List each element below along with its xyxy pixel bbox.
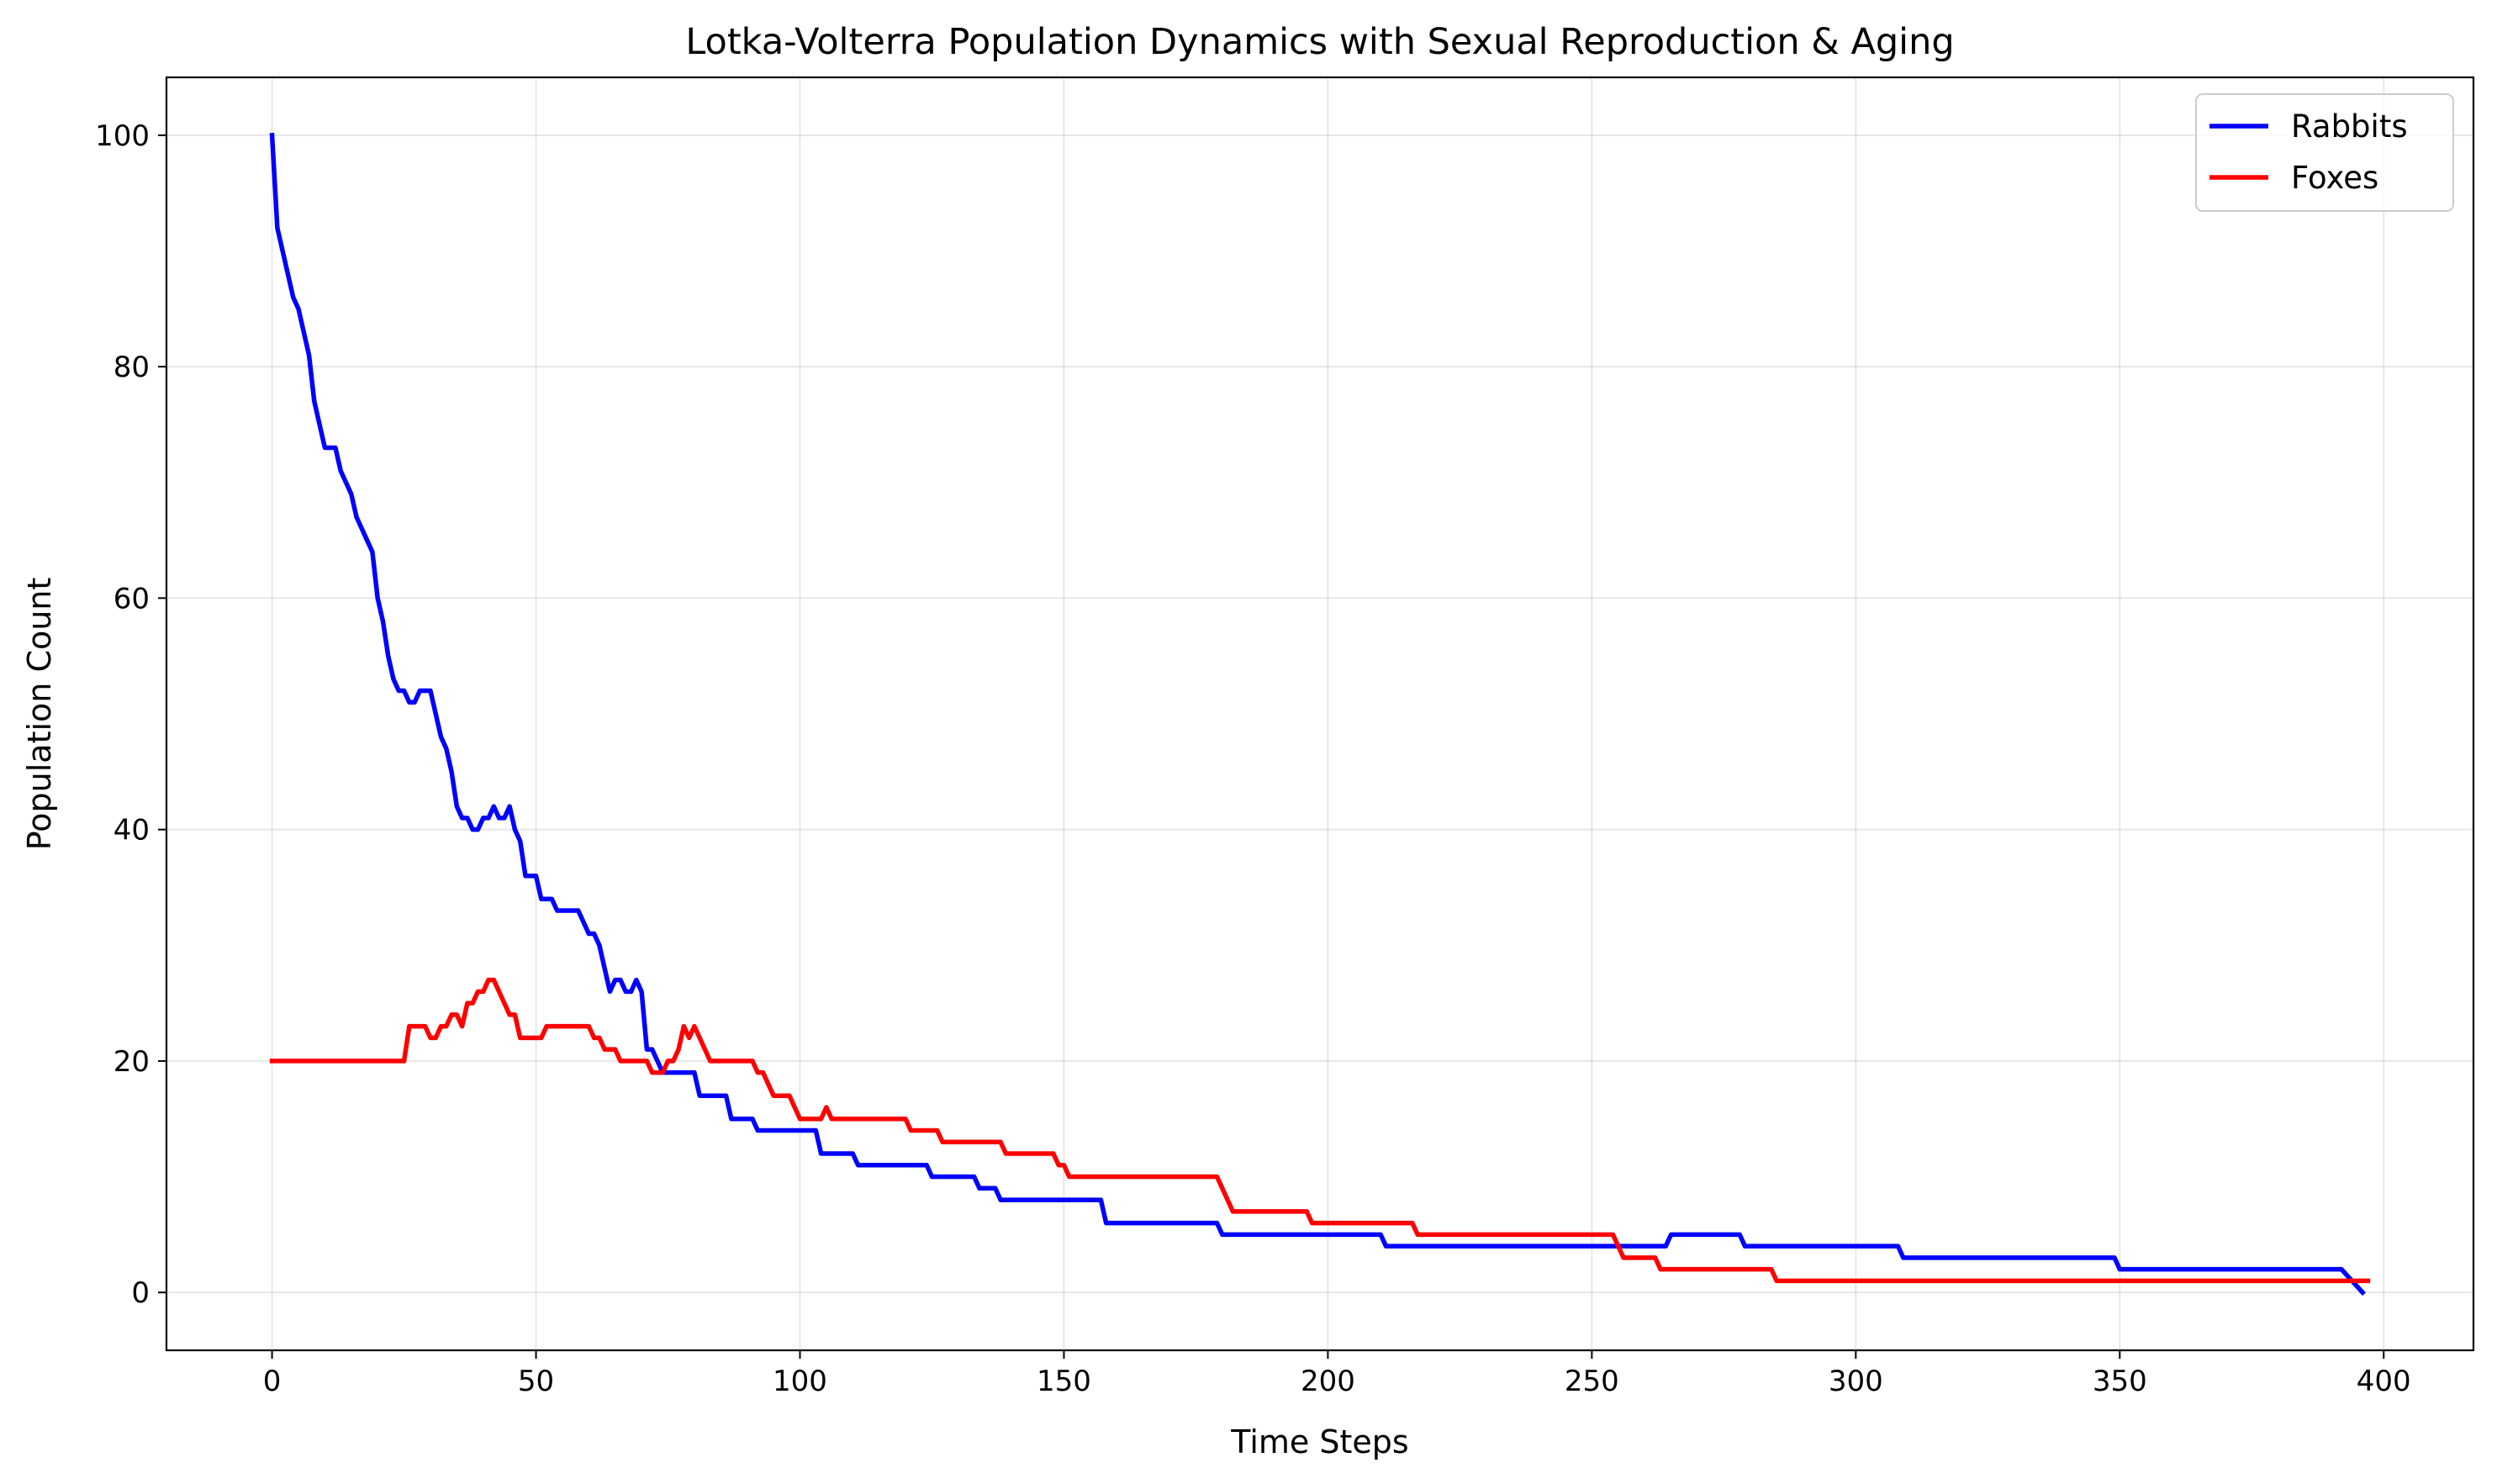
x-tick-label: 200 <box>1301 1365 1355 1398</box>
plot-frame <box>165 76 2475 1352</box>
y-tick-label: 0 <box>131 1276 150 1310</box>
legend: Rabbits Foxes <box>2195 93 2454 212</box>
x-tick-label: 50 <box>518 1365 554 1398</box>
x-tick-label: 150 <box>1037 1365 1091 1398</box>
x-tick-label: 100 <box>773 1365 827 1398</box>
y-tick-label: 100 <box>95 119 150 153</box>
x-tick-label: 250 <box>1565 1365 1619 1398</box>
axis-ticks: 0 50 100 150 200 250 300 350 400 0 20 40 60 80 100 <box>95 119 2411 1398</box>
y-axis-label: Population Count <box>21 578 58 851</box>
y-tick-label: 60 <box>114 582 150 615</box>
y-tick-label: 80 <box>114 351 150 384</box>
x-tick-label: 400 <box>2357 1365 2411 1398</box>
x-axis-label: Time Steps <box>1230 1423 1408 1460</box>
legend-box <box>2195 93 2454 212</box>
series-lines <box>269 132 2371 1297</box>
grid-lines <box>166 77 2473 1350</box>
y-tick-label: 20 <box>114 1045 150 1079</box>
chart-title: Lotka-Volterra Population Dynamics with … <box>685 21 1954 63</box>
x-tick-label: 0 <box>263 1365 282 1398</box>
y-tick-label: 40 <box>114 814 150 848</box>
series-line-foxes <box>269 977 2371 1284</box>
x-tick-label: 350 <box>2093 1365 2147 1398</box>
series-line-rabbits <box>269 132 2367 1297</box>
legend-label-foxes: Foxes <box>2291 160 2378 196</box>
legend-label-rabbits: Rabbits <box>2291 108 2408 145</box>
x-tick-label: 300 <box>1829 1365 1883 1398</box>
